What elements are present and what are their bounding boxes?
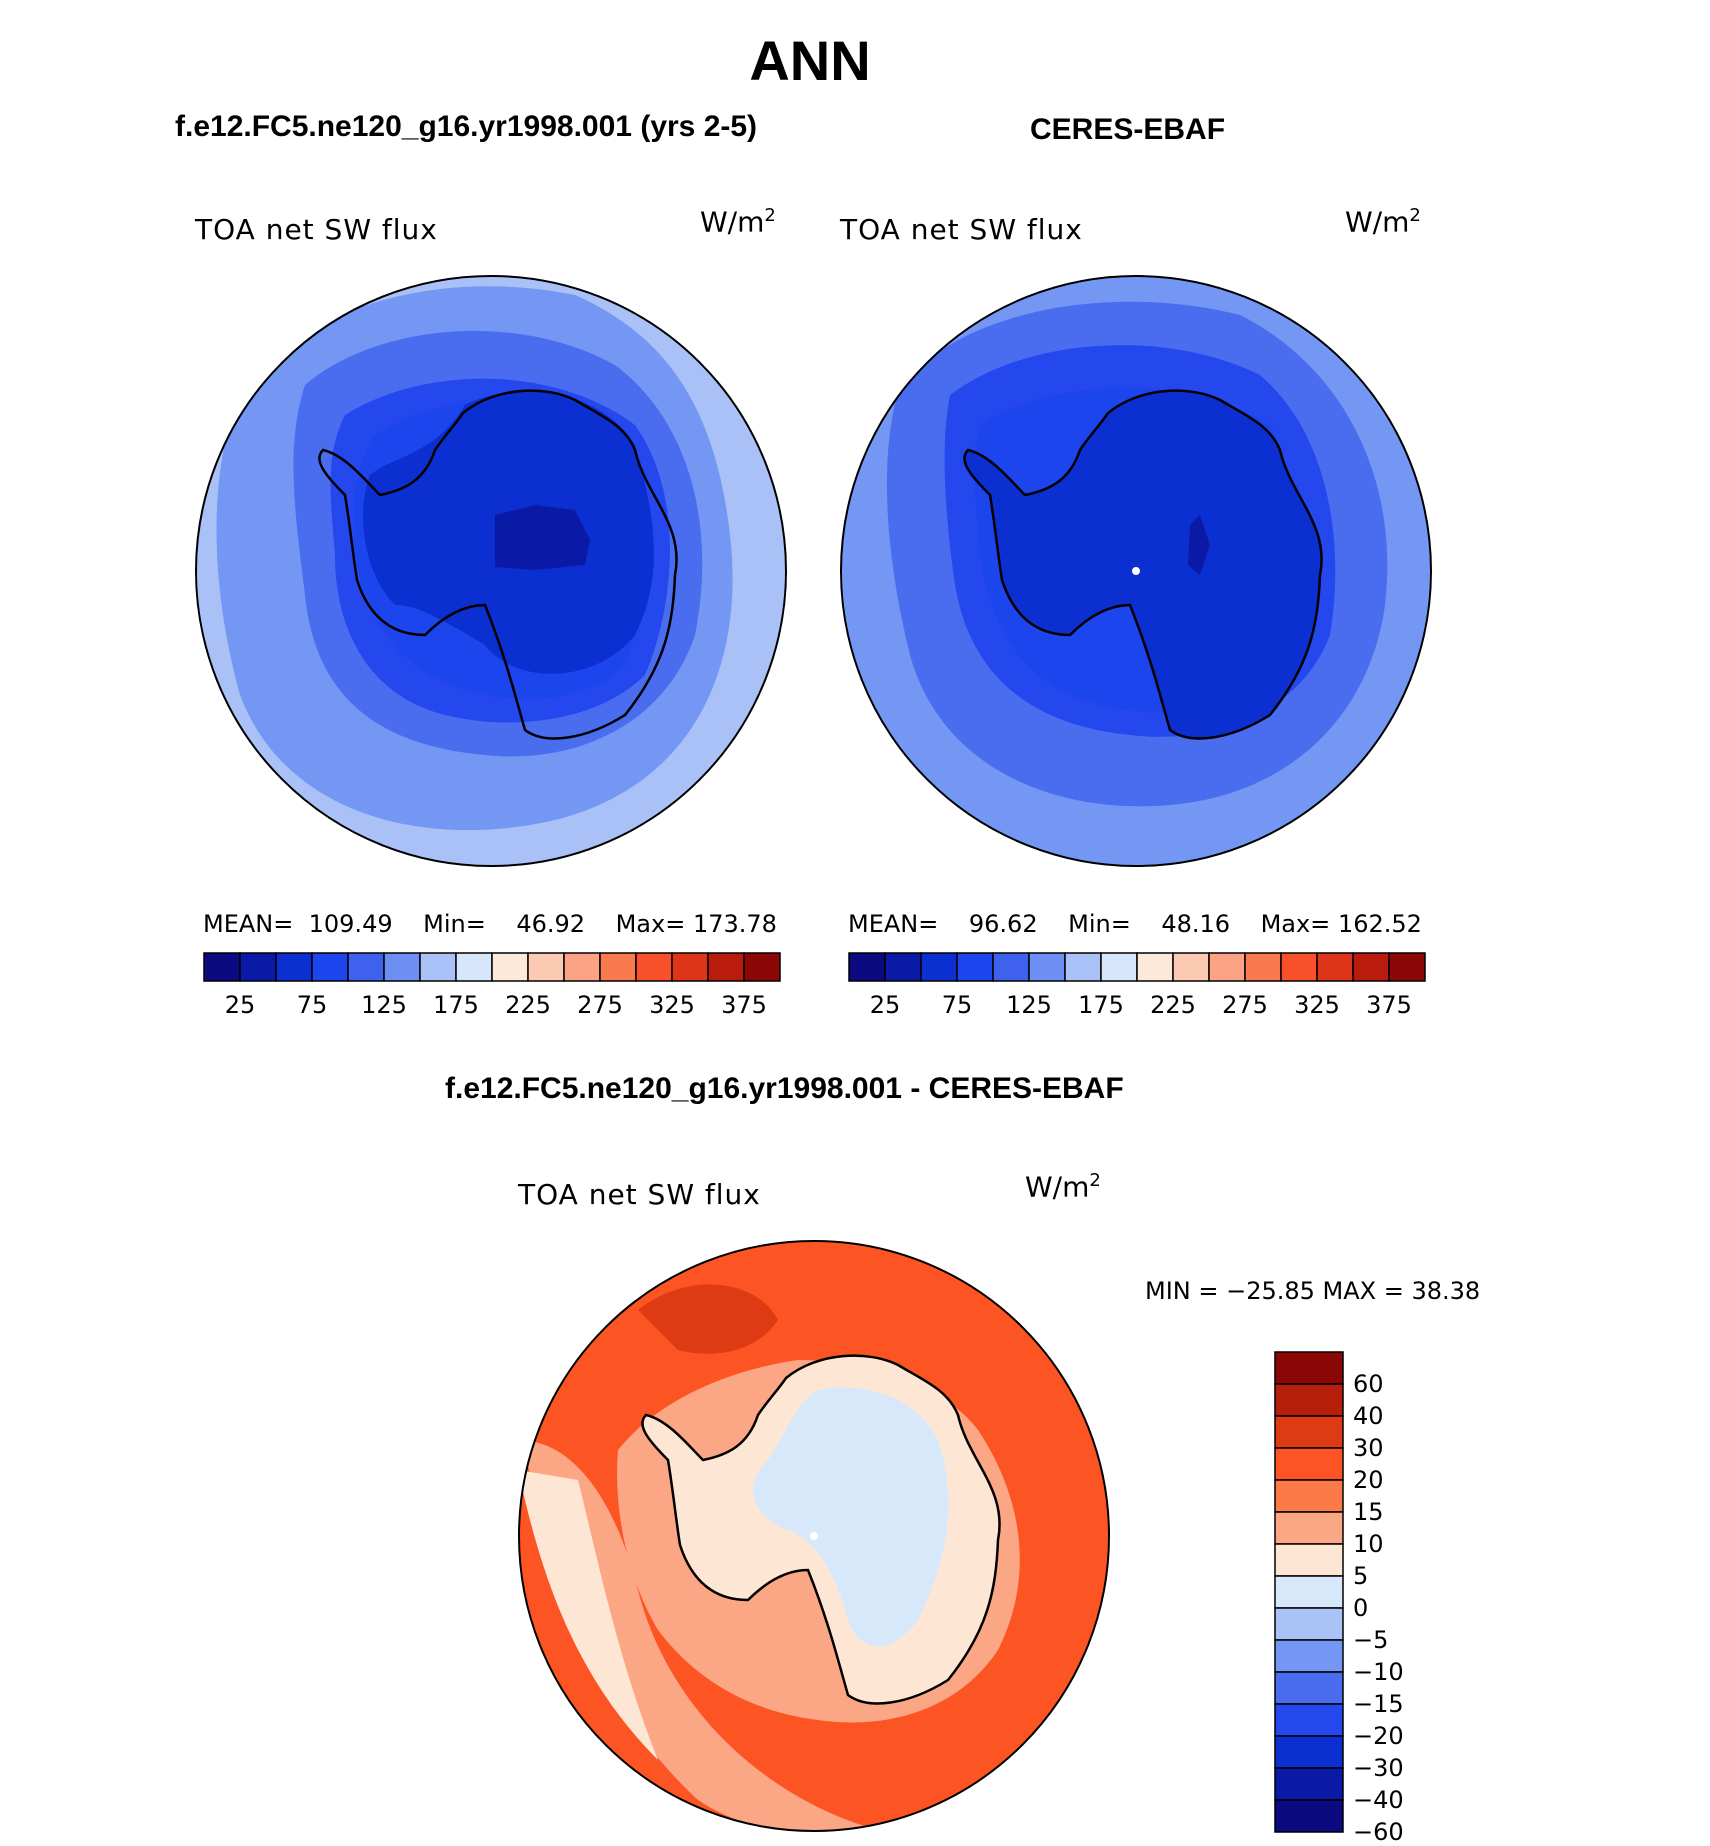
season-title: ANN <box>749 29 871 92</box>
colorbar-swatch <box>884 952 922 982</box>
colorbar-tick-label: 5 <box>1353 1562 1369 1590</box>
colorbar-tick-label: 325 <box>1294 991 1340 1019</box>
colorbar-swatch <box>1388 952 1426 982</box>
colorbar-swatch <box>203 952 241 982</box>
colorbar-swatch <box>1274 1703 1344 1737</box>
colorbar-tick-label: 10 <box>1353 1530 1384 1558</box>
colorbar-tick-label: −15 <box>1353 1690 1404 1718</box>
colorbar-swatch <box>1100 952 1138 982</box>
diff-map <box>518 1240 1110 1832</box>
colorbar-swatch <box>1280 952 1318 982</box>
colorbar-swatch <box>671 952 709 982</box>
colorbar-swatch <box>491 952 529 982</box>
colorbar-tick-label: 175 <box>433 991 479 1019</box>
colorbar-swatch <box>1274 1799 1344 1833</box>
colorbar-tick-label: 0 <box>1353 1594 1369 1622</box>
colorbar-tick-label: 225 <box>1150 991 1196 1019</box>
colorbar-swatch <box>311 952 349 982</box>
colorbar-tick-label: 20 <box>1353 1466 1384 1494</box>
colorbar-swatch <box>1274 1447 1344 1481</box>
colorbar-swatch <box>1274 1735 1344 1769</box>
colorbar-swatch <box>527 952 565 982</box>
diff-title: f.e12.FC5.ne120_g16.yr1998.001 - CERES-E… <box>445 1072 1124 1105</box>
colorbar-tick-label: −5 <box>1353 1626 1389 1654</box>
colorbar-tick-label: 175 <box>1078 991 1124 1019</box>
panel1-map <box>195 275 787 867</box>
panel1-stats: MEAN= 109.49 Min= 46.92 Max= 173.78 <box>203 910 777 938</box>
colorbar-tick-label: −30 <box>1353 1754 1404 1782</box>
colorbar-tick-label: 225 <box>505 991 551 1019</box>
colorbar-swatch <box>599 952 637 982</box>
colorbar-swatch <box>635 952 673 982</box>
diff-units: W/m2 <box>1025 1170 1101 1204</box>
panel1-title: f.e12.FC5.ne120_g16.yr1998.001 (yrs 2-5) <box>175 110 758 143</box>
colorbar-swatch <box>1274 1351 1344 1385</box>
panel2-variable: TOA net SW flux <box>840 213 1083 246</box>
colorbar-swatch <box>1274 1479 1344 1513</box>
colorbar-swatch <box>992 952 1030 982</box>
colorbar-swatch <box>1136 952 1174 982</box>
panel1-colorbar <box>203 952 781 982</box>
colorbar-swatch <box>1352 952 1390 982</box>
diff-minmax: MIN = −25.85 MAX = 38.38 <box>1145 1277 1481 1305</box>
colorbar-swatch <box>920 952 958 982</box>
colorbar-swatch <box>1172 952 1210 982</box>
colorbar-tick-label: 325 <box>649 991 695 1019</box>
colorbar-swatch <box>1274 1543 1344 1577</box>
colorbar-tick-label: 275 <box>577 991 623 1019</box>
colorbar-tick-label: 60 <box>1353 1370 1384 1398</box>
colorbar-swatch <box>563 952 601 982</box>
colorbar-tick-label: 375 <box>721 991 767 1019</box>
panel2-stats: MEAN= 96.62 Min= 48.16 Max= 162.52 <box>848 910 1422 938</box>
colorbar-swatch <box>455 952 493 982</box>
colorbar-swatch <box>347 952 385 982</box>
colorbar-swatch <box>1274 1639 1344 1673</box>
colorbar-tick-label: 375 <box>1366 991 1412 1019</box>
colorbar-swatch <box>239 952 277 982</box>
colorbar-swatch <box>1274 1511 1344 1545</box>
colorbar-tick-label: 25 <box>224 991 256 1019</box>
panel1-units: W/m2 <box>700 205 776 239</box>
colorbar-tick-label: 75 <box>941 991 973 1019</box>
colorbar-swatch <box>1208 952 1246 982</box>
colorbar-tick-label: 15 <box>1353 1498 1384 1526</box>
colorbar-tick-label: 40 <box>1353 1402 1384 1430</box>
colorbar-swatch <box>275 952 313 982</box>
colorbar-tick-label: 125 <box>1006 991 1052 1019</box>
colorbar-tick-label: 75 <box>296 991 328 1019</box>
colorbar-tick-label: 125 <box>361 991 407 1019</box>
colorbar-swatch <box>1274 1607 1344 1641</box>
colorbar-swatch <box>848 952 886 982</box>
colorbar-swatch <box>1274 1671 1344 1705</box>
panel1-variable: TOA net SW flux <box>195 213 438 246</box>
colorbar-tick-label: 30 <box>1353 1434 1384 1462</box>
colorbar-swatch <box>419 952 457 982</box>
colorbar-swatch <box>1274 1415 1344 1449</box>
panel2-title: CERES-EBAF <box>1030 113 1226 146</box>
panel2-units: W/m2 <box>1345 205 1421 239</box>
colorbar-tick-label: −20 <box>1353 1722 1404 1750</box>
colorbar-swatch <box>707 952 745 982</box>
panel2-colorbar <box>848 952 1426 982</box>
diff-variable: TOA net SW flux <box>518 1178 761 1211</box>
colorbar-tick-label: −40 <box>1353 1786 1404 1814</box>
colorbar-swatch <box>1274 1767 1344 1801</box>
panel2-map <box>840 275 1432 867</box>
colorbar-tick-label: 275 <box>1222 991 1268 1019</box>
colorbar-swatch <box>1244 952 1282 982</box>
colorbar-swatch <box>1064 952 1102 982</box>
colorbar-swatch <box>1316 952 1354 982</box>
colorbar-tick-label: −10 <box>1353 1658 1404 1686</box>
colorbar-swatch <box>1274 1383 1344 1417</box>
diff-colorbar <box>1274 1351 1344 1833</box>
colorbar-tick-label: 25 <box>869 991 901 1019</box>
colorbar-swatch <box>956 952 994 982</box>
colorbar-swatch <box>383 952 421 982</box>
colorbar-tick-label: −60 <box>1353 1818 1404 1846</box>
colorbar-swatch <box>743 952 781 982</box>
colorbar-swatch <box>1028 952 1066 982</box>
colorbar-swatch <box>1274 1575 1344 1609</box>
